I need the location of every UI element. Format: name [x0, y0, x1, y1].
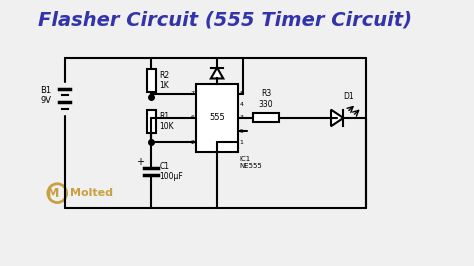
Text: 2: 2 — [191, 140, 194, 145]
Text: C1
100μF: C1 100μF — [160, 162, 183, 181]
Text: B1
9V: B1 9V — [40, 86, 52, 105]
Text: 6: 6 — [191, 115, 194, 120]
Text: D1: D1 — [343, 92, 354, 101]
Polygon shape — [331, 110, 344, 126]
Bar — [147, 110, 156, 133]
Bar — [147, 69, 156, 92]
Text: +: + — [136, 157, 144, 167]
Text: 1: 1 — [240, 140, 244, 145]
Text: Flasher Circuit (555 Timer Circuit): Flasher Circuit (555 Timer Circuit) — [38, 11, 412, 30]
Text: Molted: Molted — [71, 188, 113, 198]
Text: R1
10K: R1 10K — [159, 112, 173, 131]
Text: 5: 5 — [240, 129, 244, 134]
Text: 555: 555 — [209, 114, 225, 122]
Text: M: M — [47, 187, 60, 200]
Text: 3: 3 — [240, 115, 244, 120]
Text: 8: 8 — [240, 91, 244, 96]
Bar — [196, 84, 238, 152]
Text: R3
330: R3 330 — [259, 89, 273, 109]
Text: 7: 7 — [191, 91, 194, 96]
Text: 4: 4 — [240, 102, 244, 107]
Bar — [253, 113, 279, 122]
Text: R2
1K: R2 1K — [159, 71, 169, 90]
Text: IC1
NE555: IC1 NE555 — [240, 156, 263, 169]
Polygon shape — [211, 68, 223, 78]
